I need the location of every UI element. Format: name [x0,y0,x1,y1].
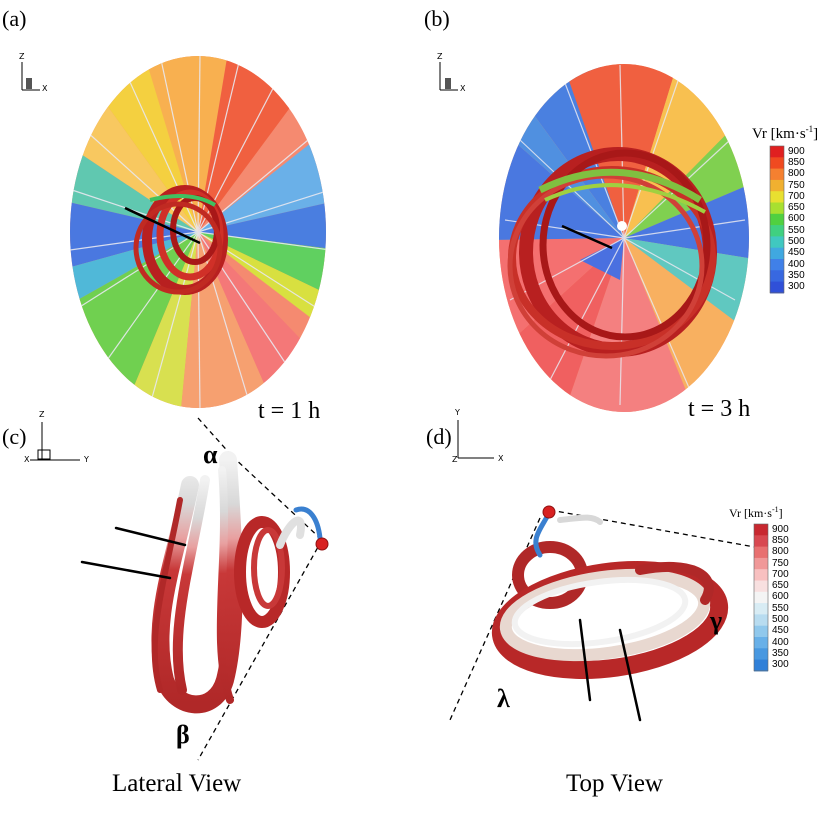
panel-b-time: t = 3 h [688,396,751,422]
colorbar-swatch [754,625,768,638]
colorbar-swatch [770,259,784,271]
colorbar-border [769,145,785,294]
panel-d-label: (d) [426,424,452,449]
colorbar-tick-label: 550 [788,224,805,236]
colorbar-tick-label: 600 [788,213,805,225]
colorbar-tick-label: 800 [788,168,805,180]
axis-c-right: Y [84,455,89,464]
colorbar-swatch [754,569,768,581]
panel-a-time: t = 1 h [258,398,321,424]
colorbar-tick-label: 900 [788,145,805,157]
colorbar-tick-label: 600 [772,591,789,603]
colorbar-swatch [770,213,784,226]
colorbar-tick-label: 550 [772,602,789,614]
axis-c-left: X [24,455,30,464]
colorbar-tick-label: 700 [772,568,789,580]
colorbar-tick-label: 300 [788,281,805,293]
colorbar-tick-label: 300 [772,659,789,671]
colorbar-swatch [770,247,784,260]
colorbar-swatch [754,546,768,559]
axis-triad-d [457,420,494,459]
colorbar-swatch [754,637,768,649]
colorbar-swatch [754,557,768,570]
label-beta: β [176,720,190,749]
colorbar-swatch [770,225,784,237]
colorbar-tick-label: 750 [772,557,789,569]
colorbar-swatch [754,603,768,615]
colorbar-tick-label: 800 [772,546,789,558]
colorbar-tick-label: 650 [788,202,805,214]
colorbar-tick-label: 650 [772,580,789,592]
colorbar-swatch [754,524,768,536]
colorbar-swatch [770,179,784,192]
colorbar-swatch [770,270,784,283]
colorbar-tick-label: 900 [772,523,789,535]
panel-c-dashed-lines [197,417,323,761]
axis-d-right: X [498,454,504,463]
colorbar-tick-label: 400 [772,636,789,648]
colorbar-tick-label: 850 [788,156,805,168]
colorbar-swatch [754,614,768,627]
colorbar-swatch [754,591,768,604]
colorbar-bottom-title: Vr [km·s-1] [729,505,783,520]
colorbar-swatch [770,146,784,158]
colorbar-tick-label: 400 [788,258,805,270]
axis-c-up: Z [39,410,45,419]
panel-a-flux-rope [124,185,228,295]
panel-b-label: (b) [424,6,450,31]
panel-a-label: (a) [2,6,27,31]
colorbar-tick-label: 350 [772,647,789,659]
colorbar-swatch [754,648,768,661]
axis-d-left: Z [452,455,458,464]
axis-triad-a [21,62,40,91]
axis-d-up: Y [455,408,460,417]
colorbar-tick-label: 700 [788,190,805,202]
axis-triad-b [439,62,458,91]
colorbar-tick-label: 500 [772,614,789,626]
colorbar-tick-label: 350 [788,269,805,281]
panel-c-caption: Lateral View [112,770,242,797]
colorbar-tick-label: 450 [788,247,805,259]
label-lambda: λ [497,684,510,713]
colorbar-tick-label: 450 [772,625,789,637]
colorbar-border [753,523,769,672]
panel-d-flux-rope [491,505,729,722]
colorbar-tick-label: 500 [788,236,805,248]
colorbar-swatch [770,157,784,170]
colorbar-swatch [754,659,768,672]
panel-c-flux-rope [80,451,329,714]
colorbar-bottom [753,523,769,672]
axis-a-right: X [42,84,48,93]
colorbar-tick-label: 850 [772,534,789,546]
label-alpha: α [203,440,218,469]
axis-b-right: X [460,84,466,93]
label-gamma: γ [710,606,723,635]
colorbar-top-title: Vr [km·s-1] [752,124,819,142]
colorbar-swatch [770,236,784,249]
colorbar-swatch [770,202,784,215]
colorbar-swatch [754,535,768,548]
panel-c-label: (c) [2,424,27,449]
colorbar-swatch [770,281,784,294]
colorbar-swatch [754,580,768,593]
axis-b-up: Z [437,52,443,61]
colorbar-top [769,145,785,294]
colorbar-swatch [770,191,784,203]
colorbar-tick-label: 750 [788,179,805,191]
panel-d-caption: Top View [566,770,663,797]
panel-b-flux-rope [507,147,717,359]
axis-a-up: Z [19,52,25,61]
colorbar-swatch [770,168,784,181]
axis-triad-c [30,422,80,461]
